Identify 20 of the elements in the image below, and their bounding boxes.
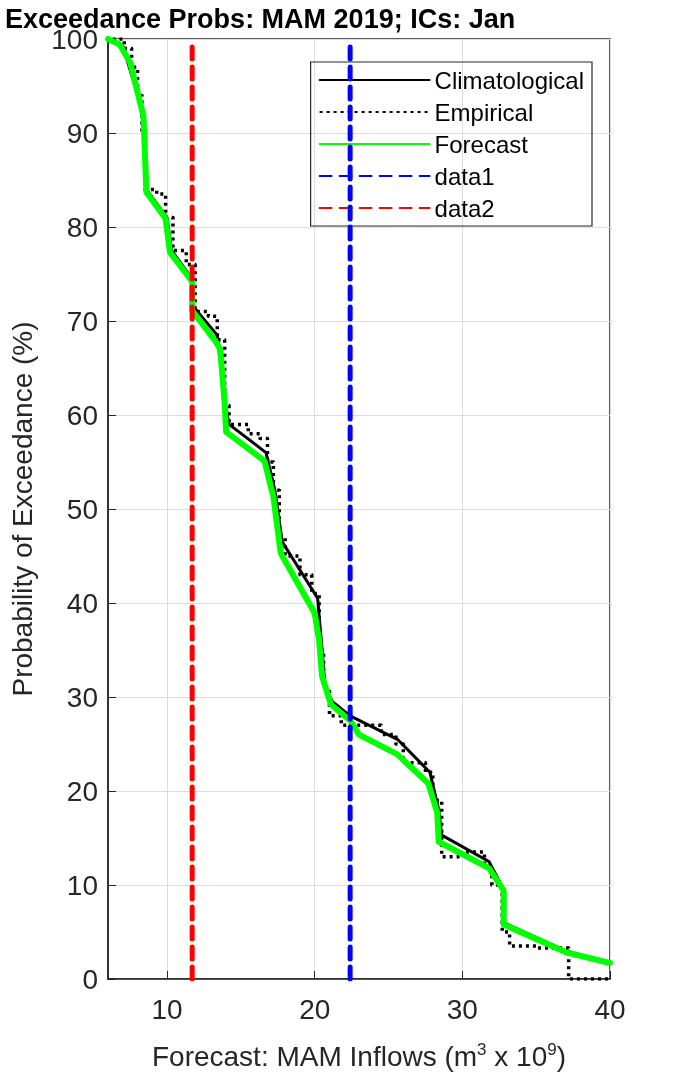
y-tick-label: 10 bbox=[66, 869, 98, 901]
y-axis-title: Probability of Exceedance (%) bbox=[6, 321, 38, 697]
y-tick-label: 30 bbox=[66, 681, 98, 713]
legend-label: Forecast bbox=[434, 130, 529, 158]
x-tick-label: 40 bbox=[594, 993, 626, 1025]
y-tick-label: 0 bbox=[82, 963, 98, 995]
y-tick-label: 90 bbox=[66, 117, 98, 149]
y-tick-label: 80 bbox=[66, 211, 98, 243]
y-tick-label: 60 bbox=[66, 399, 98, 431]
y-tick-label: 50 bbox=[66, 493, 98, 525]
legend-label: data1 bbox=[434, 162, 495, 190]
x-tick-label: 30 bbox=[446, 993, 478, 1025]
y-tick-label: 20 bbox=[66, 775, 98, 807]
legend-label: data2 bbox=[434, 194, 495, 222]
x-tick-label: 10 bbox=[151, 993, 183, 1025]
y-tick-label: 40 bbox=[66, 587, 98, 619]
x-tick-label: 20 bbox=[299, 993, 331, 1025]
y-tick-label: 70 bbox=[66, 305, 98, 337]
legend-label: Climatological bbox=[434, 66, 584, 94]
legend-label: Empirical bbox=[434, 98, 534, 126]
